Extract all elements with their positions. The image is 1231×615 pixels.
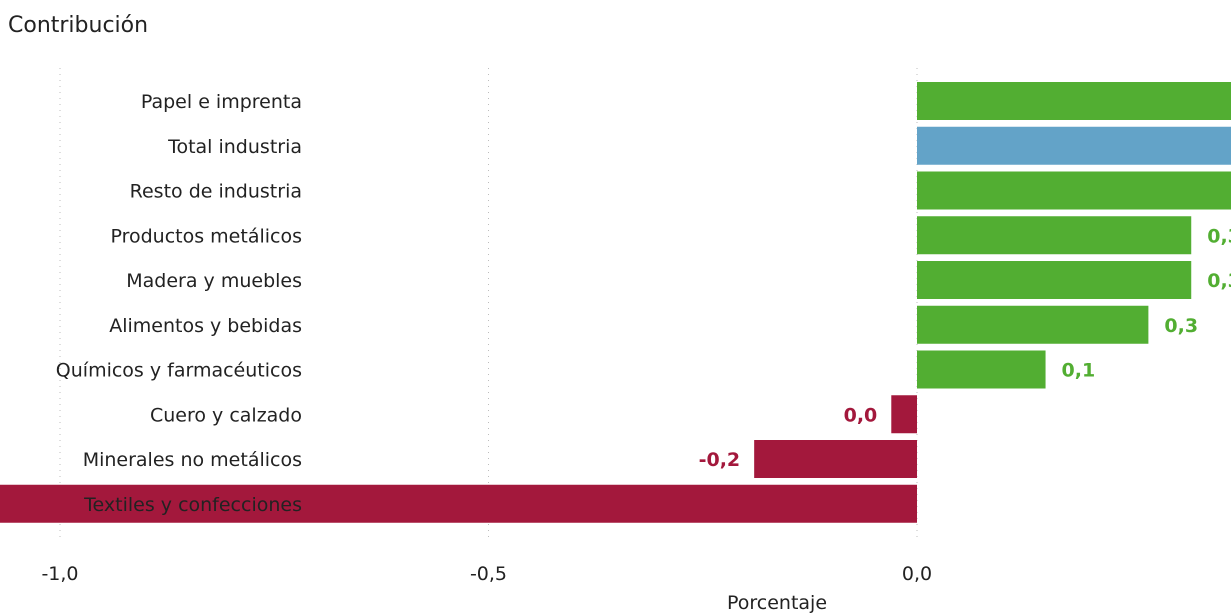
bar	[917, 350, 1046, 389]
bars	[0, 82, 1231, 523]
category-label: Resto de industria	[130, 181, 302, 203]
category-label: Papel e imprenta	[141, 91, 302, 113]
x-tick-label: -0,5	[470, 563, 507, 585]
bar	[917, 171, 1231, 210]
category-labels: Papel e imprenta Total industria Resto de …	[56, 91, 302, 516]
category-label: Textiles y confecciones	[83, 494, 302, 516]
bar	[0, 484, 917, 523]
bar	[917, 126, 1231, 165]
value-label: 0,3	[1207, 225, 1231, 247]
bar	[891, 395, 917, 434]
value-labels: 0,60,60,50,30,30,30,10,0-0,2-1,2	[699, 225, 1231, 471]
x-axis-ticks: -1,0-0,50,00,5	[41, 563, 932, 585]
bar	[917, 261, 1192, 299]
bar	[917, 82, 1231, 120]
category-label: Alimentos y bebidas	[109, 315, 302, 337]
value-label: 0,1	[1062, 360, 1096, 382]
value-label: 0,0	[844, 404, 878, 426]
value-label: 0,3	[1207, 270, 1231, 292]
value-label: -0,2	[699, 449, 741, 471]
category-label: Químicos y farmacéuticos	[56, 360, 302, 382]
category-label: Productos metálicos	[110, 225, 302, 247]
chart-title: Contribución	[8, 13, 148, 38]
bar	[917, 305, 1149, 344]
x-axis-label: Porcentaje	[727, 592, 827, 614]
bar	[754, 440, 917, 478]
category-label: Minerales no metálicos	[83, 449, 302, 471]
bar	[917, 216, 1192, 255]
value-label: 0,3	[1164, 315, 1198, 337]
category-label: Total industria	[167, 136, 302, 158]
category-label: Cuero y calzado	[150, 404, 302, 426]
x-tick-label: -1,0	[41, 563, 78, 585]
x-tick-label: 0,0	[902, 563, 932, 585]
category-label: Madera y muebles	[126, 270, 302, 292]
